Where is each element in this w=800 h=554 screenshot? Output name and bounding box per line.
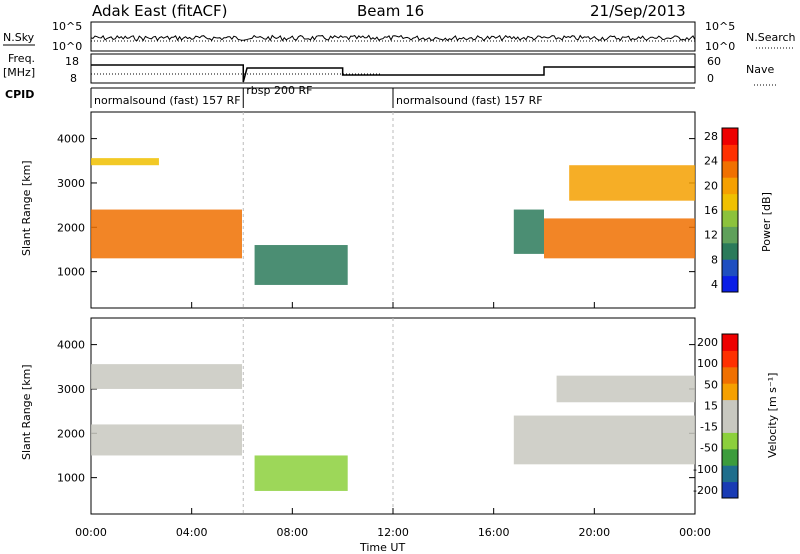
colorbar-swatch: [722, 399, 738, 417]
colorbar-swatch: [722, 226, 738, 244]
nsky-tick-low: 10^0: [52, 40, 82, 53]
colorbar-swatch: [722, 448, 738, 466]
colorbar-swatch: [722, 210, 738, 227]
nsky-tick-high: 10^5: [52, 20, 82, 33]
cpid-segment-label: normalsound (fast) 157 RF: [396, 94, 543, 107]
nave-tick-high: 60: [707, 55, 721, 68]
echo-region: [544, 218, 695, 259]
station-title: Adak East (fitACF): [92, 2, 227, 20]
colorbar-tick-label: 8: [711, 253, 718, 266]
colorbar-swatch: [722, 465, 738, 483]
colorbar-swatch: [722, 128, 738, 145]
x-tick-label: 16:00: [478, 526, 510, 539]
y-tick-label: 3000: [57, 177, 85, 190]
x-tick-label: 00:00: [75, 526, 107, 539]
nsky-trace: [90, 34, 696, 42]
cpid-segment-label: normalsound (fast) 157 RF: [94, 94, 241, 107]
y-tick-label: 2000: [57, 427, 85, 440]
freq-panel: [90, 53, 696, 84]
colorbar-swatch: [722, 481, 738, 499]
colorbar-swatch: [722, 144, 738, 162]
nsky-label: N.Sky: [3, 31, 35, 44]
colorbar-swatch: [722, 177, 738, 195]
freq-unit: [MHz]: [3, 66, 35, 79]
colorbar-tick-label: -200: [693, 484, 718, 497]
colorbar-swatch: [722, 432, 738, 450]
colorbar-swatch: [722, 350, 738, 368]
colorbar-tick-label: -50: [700, 442, 718, 455]
cpid-row: normalsound (fast) 157 RF rbsp 200 RF norm…: [90, 84, 543, 108]
colorbar-tick-label: 24: [704, 155, 718, 168]
y-tick-label: 4000: [57, 339, 85, 352]
freq-tick-high: 18: [65, 55, 79, 68]
x-tick-label: 08:00: [276, 526, 308, 539]
colorbar-tick-label: 200: [697, 336, 718, 349]
colorbar-frame: [721, 333, 739, 499]
x-tick-label: 04:00: [176, 526, 208, 539]
colorbar-swatch: [722, 160, 738, 178]
nsearch-label: N.Search: [746, 31, 796, 44]
y-tick-label: 1000: [57, 472, 85, 485]
freq-line: [91, 64, 695, 83]
colorbar-tick-label: 50: [704, 378, 718, 391]
cpid-segment-label: rbsp 200 RF: [246, 84, 312, 97]
nsearch-tick-low: 10^0: [705, 40, 735, 53]
colorbar-swatch: [722, 193, 738, 211]
echo-region: [91, 158, 159, 166]
freq-trace: [91, 64, 695, 83]
x-tick-label: 20:00: [578, 526, 610, 539]
x-axis: 00:00 04:00 08:00 12:00 16:00 20:00 00:00: [75, 302, 711, 539]
y-tick-label: 3000: [57, 383, 85, 396]
echo-region: [254, 245, 348, 285]
echo-region: [91, 364, 242, 389]
colorbar-tick-label: 28: [704, 130, 718, 143]
colorbar-tick-label: 100: [697, 357, 718, 370]
echo-region: [513, 209, 544, 254]
colorbar-swatch: [722, 259, 738, 277]
colorbar-swatch: [722, 366, 738, 384]
colorbar-swatch: [722, 242, 738, 260]
date-label: 21/Sep/2013: [590, 2, 686, 20]
nsky-line: [90, 34, 696, 42]
power-panel: 1000 2000 3000 4000 28 24 20 16 12 8 4: [57, 111, 739, 309]
x-axis-label: Time UT: [359, 541, 405, 554]
cpid-label: CPID: [5, 88, 34, 101]
freq-tick-low: 8: [70, 72, 77, 85]
velocity-colorbar-label: Velocity [m s⁻¹]: [766, 373, 779, 458]
colorbar-tick-label: 4: [711, 278, 718, 291]
colorbar-frame: [721, 127, 739, 293]
echo-region: [91, 424, 242, 456]
velocity-panel: 1000 2000 3000 4000 200 100 50 15 -15 -50 -100 -200: [57, 317, 739, 515]
colorbar-swatch: [722, 334, 738, 351]
y-tick-label: 2000: [57, 221, 85, 234]
velocity-ylabel: Slant Range [km]: [20, 364, 33, 460]
power-ylabel: Slant Range [km]: [20, 160, 33, 256]
colorbar-tick-label: -15: [700, 421, 718, 434]
echo-region: [513, 415, 695, 465]
x-tick-label: 12:00: [377, 526, 409, 539]
echo-region: [556, 375, 695, 403]
colorbar-swatch: [722, 383, 738, 401]
colorbar-tick-label: 12: [704, 229, 718, 242]
freq-label: Freq.: [8, 52, 35, 65]
y-tick-label: 4000: [57, 133, 85, 146]
echo-region: [254, 455, 348, 491]
y-tick-label: 1000: [57, 266, 85, 279]
beam-label: Beam 16: [357, 2, 424, 20]
echo-region: [569, 165, 695, 201]
colorbar-tick-label: 20: [704, 179, 718, 192]
power-colorbar-label: Power [dB]: [760, 192, 773, 252]
nsky-panel: [90, 21, 696, 52]
nave-label: Nave: [746, 63, 774, 76]
colorbar-tick-label: -100: [693, 463, 718, 476]
colorbar-swatch: [722, 416, 738, 433]
colorbar-swatch: [722, 275, 738, 293]
nsearch-tick-high: 10^5: [705, 20, 735, 33]
colorbar-tick-label: 15: [704, 399, 718, 412]
x-tick-label: 00:00: [679, 526, 711, 539]
echo-region: [91, 209, 242, 259]
nave-tick-low: 0: [707, 72, 714, 85]
colorbar-tick-label: 16: [704, 204, 718, 217]
